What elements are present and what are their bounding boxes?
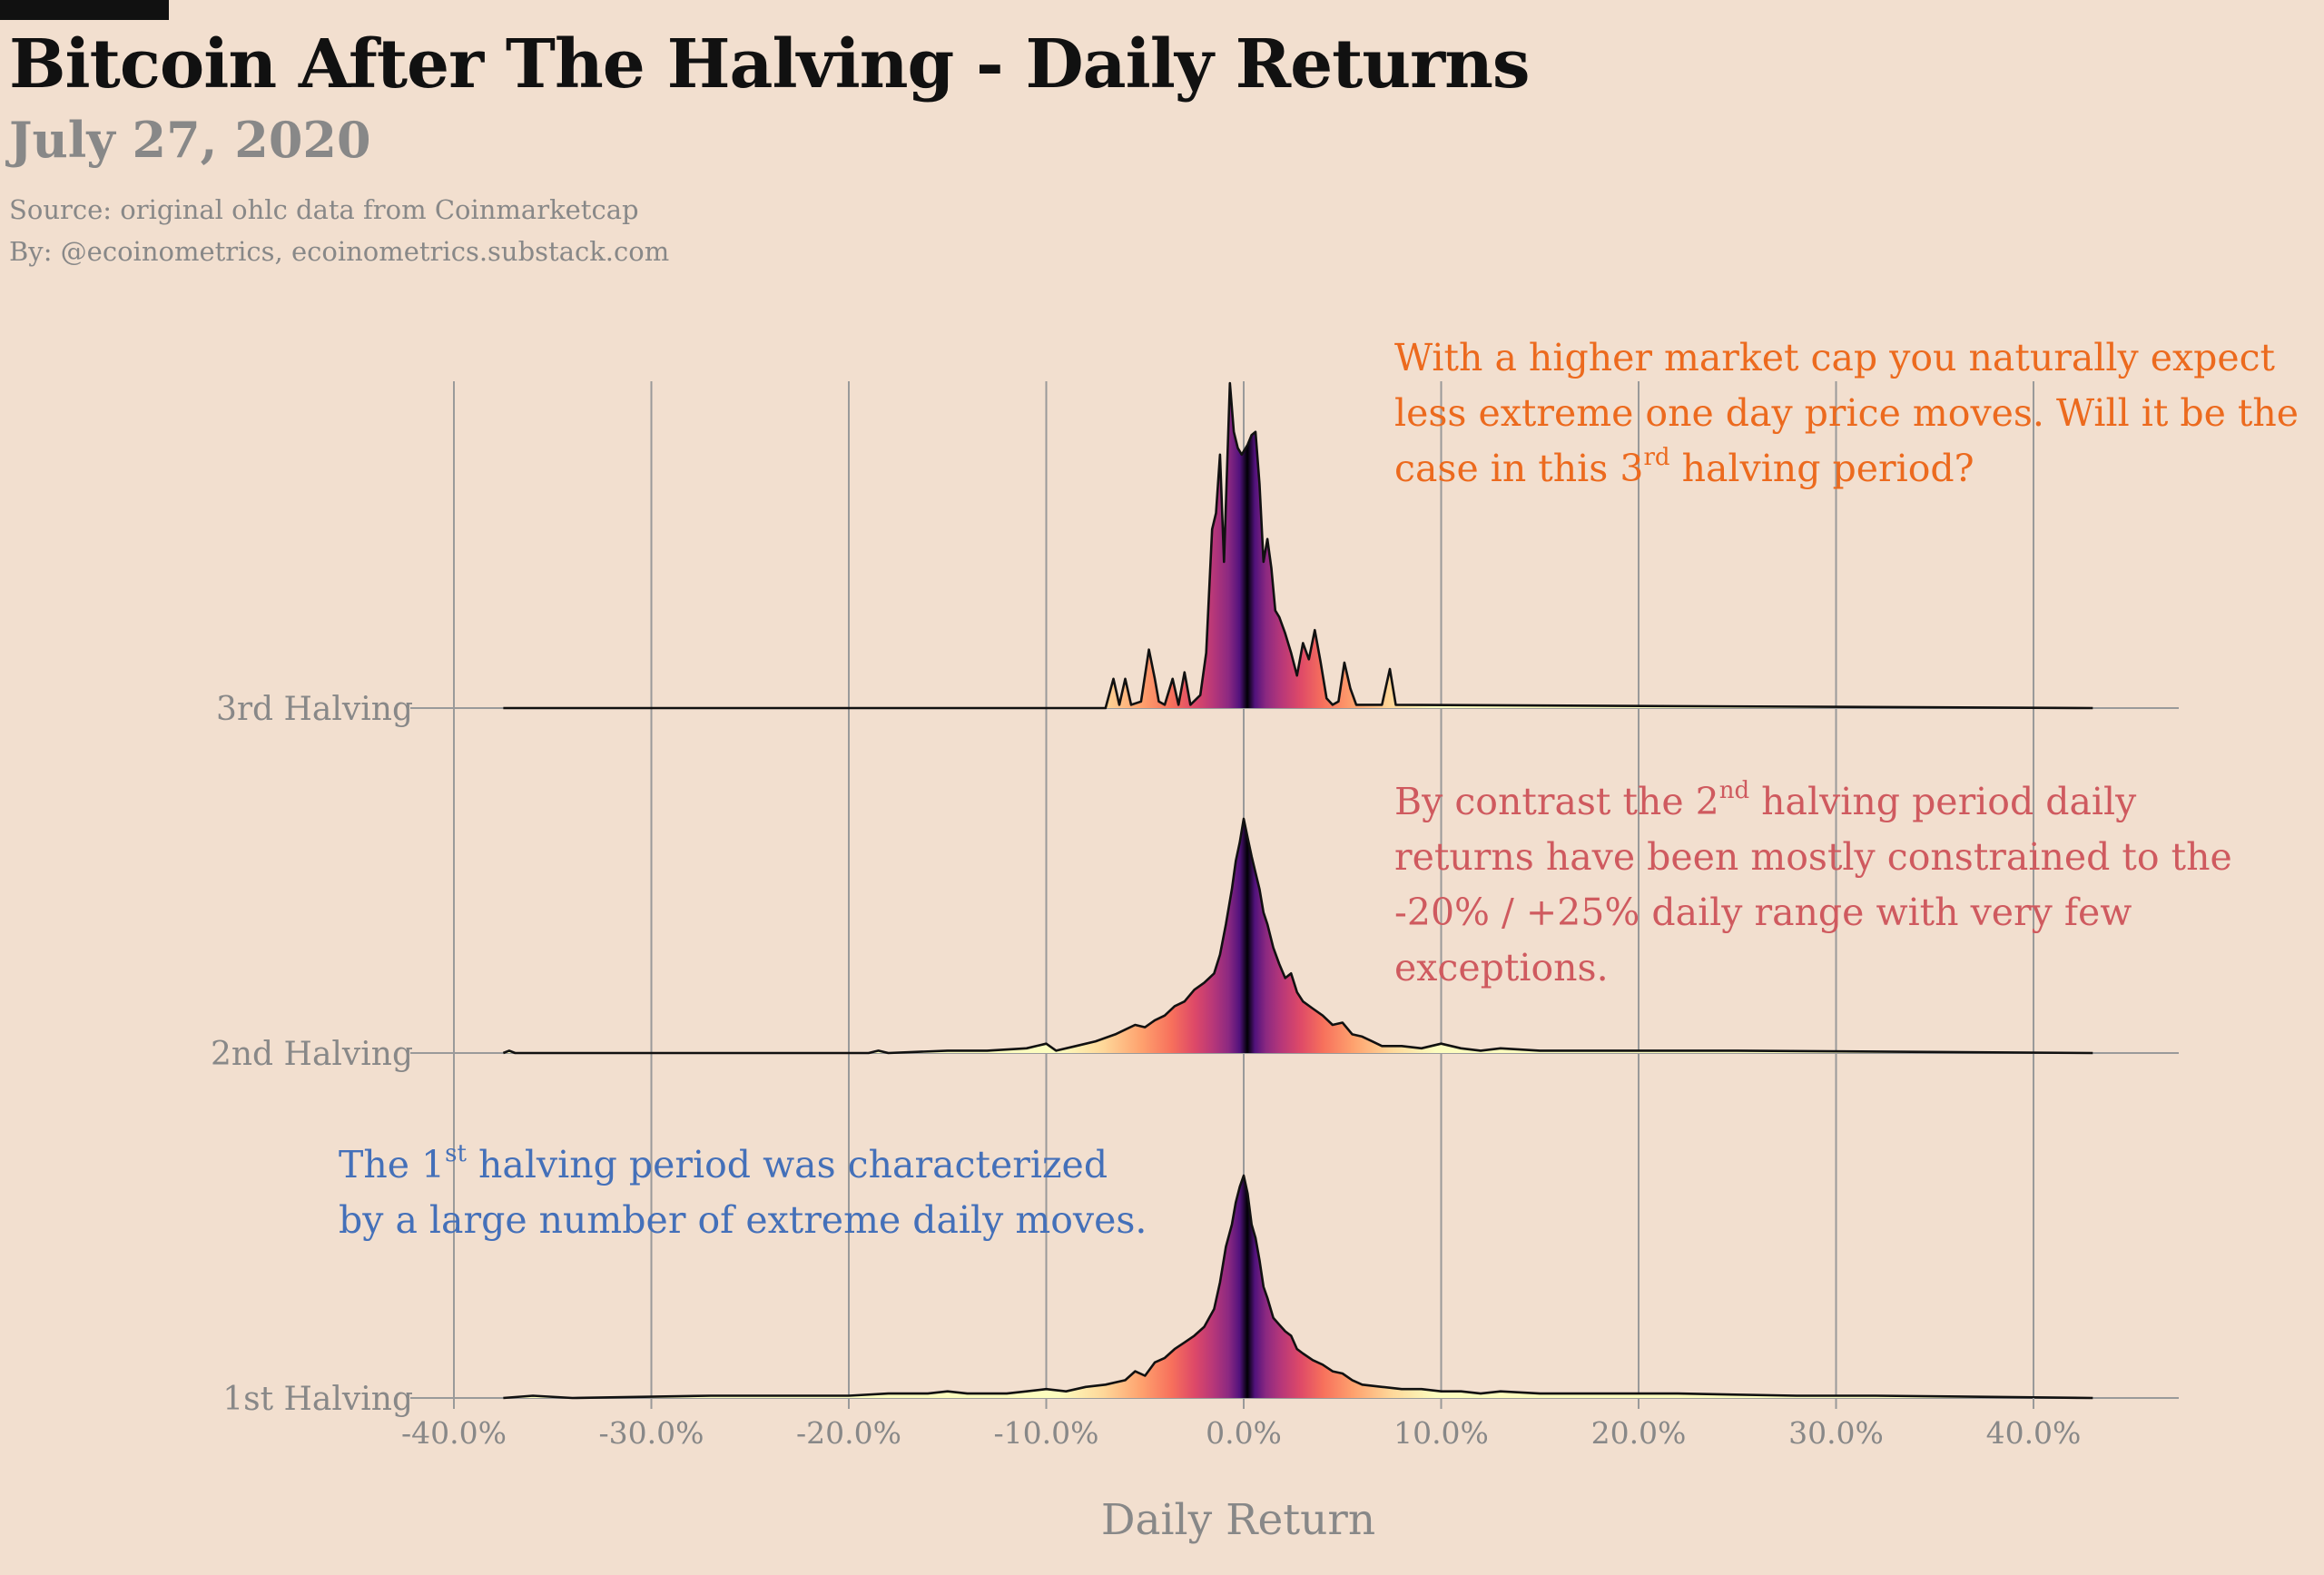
annotation-line: less extreme one day price moves. Will i… <box>1394 391 2299 435</box>
x-tick-label: -10.0% <box>994 1415 1099 1451</box>
annotation-second-halving: By contrast the 2nd halving period daily… <box>1394 774 2232 996</box>
ridge-line <box>503 381 2093 710</box>
annotation-line: exceptions. <box>1394 946 1609 989</box>
annotation-line: case in this 3rd halving period? <box>1394 444 1974 490</box>
annotation-third-halving: With a higher market cap you naturally e… <box>1394 330 2299 497</box>
ridges <box>502 381 2093 1400</box>
x-tick-label: -30.0% <box>599 1415 704 1451</box>
ridge-line <box>502 817 2093 1055</box>
x-tick-label: 10.0% <box>1393 1415 1489 1451</box>
annotation-line: With a higher market cap you naturally e… <box>1394 336 2276 379</box>
chart-date: July 27, 2020 <box>9 111 371 169</box>
annotation-first-halving: The 1st halving period was characterized… <box>339 1137 1147 1248</box>
annotation-line: The 1st halving period was characterized <box>339 1140 1108 1186</box>
chart-title: Bitcoin After The Halving - Daily Return… <box>9 25 1531 103</box>
ridge-fill <box>503 1176 2093 1398</box>
annotation-line: by a large number of extreme daily moves… <box>339 1198 1147 1242</box>
x-tick-label: 40.0% <box>1986 1415 2082 1451</box>
annotation-line: -20% / +25% daily range with very few <box>1394 891 2132 934</box>
x-axis-label: Daily Return <box>1101 1495 1375 1545</box>
y-tick-label: 2nd Halving <box>211 1036 413 1073</box>
x-tick-label: 30.0% <box>1788 1415 1884 1451</box>
x-tick-label: 0.0% <box>1206 1415 1282 1451</box>
y-tick-label: 3rd Halving <box>216 691 413 728</box>
x-tick-label: -40.0% <box>401 1415 507 1451</box>
annotation-line: returns have been mostly constrained to … <box>1394 835 2232 879</box>
corner-block <box>0 0 169 20</box>
x-tick-label: 20.0% <box>1591 1415 1687 1451</box>
ridge-line <box>503 1174 2093 1400</box>
annotation-line: By contrast the 2nd halving period daily <box>1394 777 2137 823</box>
x-tick-label: -20.0% <box>796 1415 901 1451</box>
ridge-fill <box>503 819 2093 1053</box>
x-axis: -40.0% -30.0% -20.0% -10.0% 0.0% 10.0% 20.0% 30… <box>211 691 2081 1451</box>
y-tick-label: 1st Halving <box>222 1381 413 1418</box>
source-note: Source: original ohlc data from Coinmark… <box>9 194 639 225</box>
byline: By: @ecoinometrics, ecoinometrics.substa… <box>9 236 670 267</box>
